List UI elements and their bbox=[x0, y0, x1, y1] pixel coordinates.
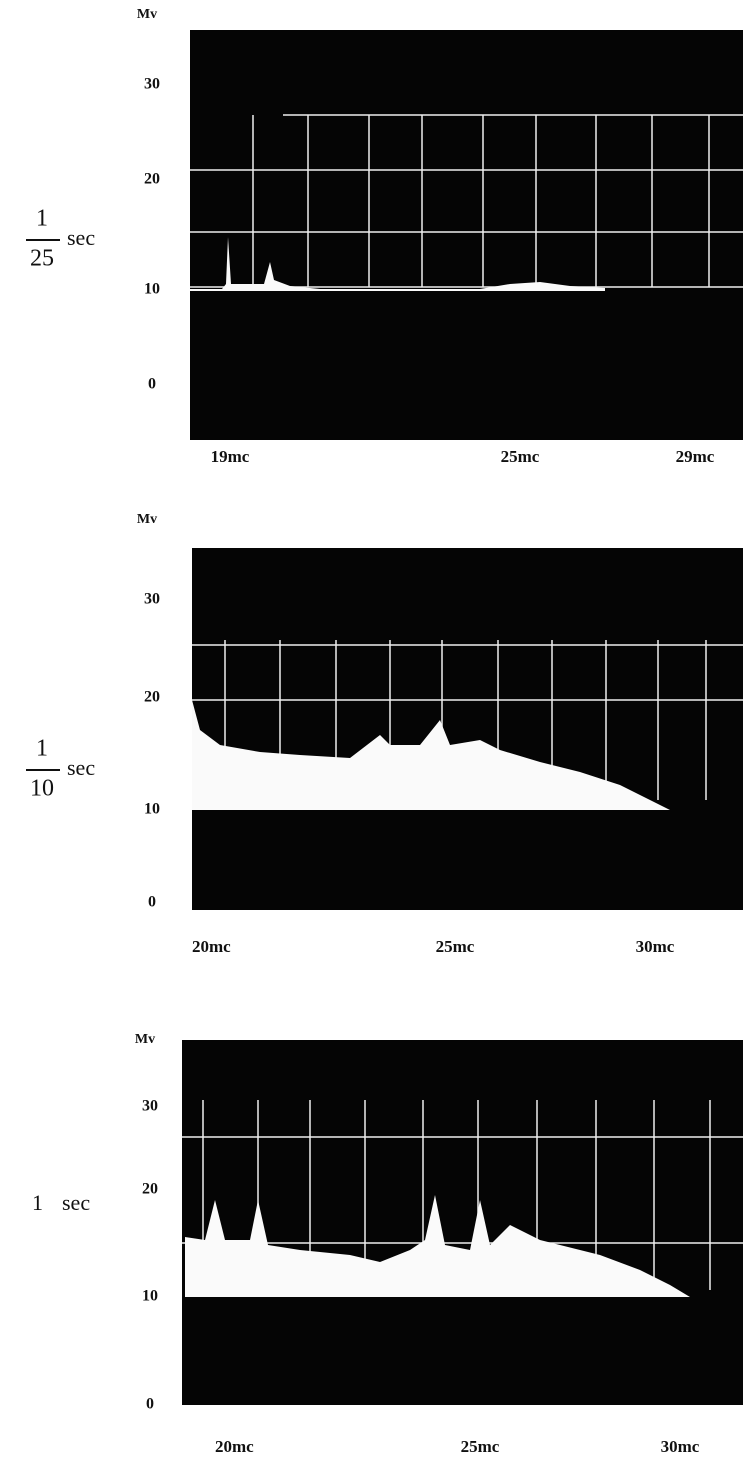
exposure-numerator: 1 bbox=[36, 736, 48, 762]
x-tick-label: 30mc bbox=[661, 1437, 700, 1456]
y-tick-label: 20 bbox=[142, 1181, 158, 1198]
x-tick-label: 25mc bbox=[436, 937, 475, 956]
x-tick-label: 20mc bbox=[215, 1437, 254, 1456]
unit-label: Mv bbox=[135, 1032, 155, 1047]
y-tick-label: 0 bbox=[146, 1396, 154, 1413]
exposure-denominator: 25 bbox=[30, 246, 54, 272]
y-tick-label: 10 bbox=[144, 281, 160, 298]
y-tick-label: 10 bbox=[142, 1288, 158, 1305]
trace bbox=[185, 1195, 690, 1297]
unit-label: Mv bbox=[137, 7, 157, 22]
screen bbox=[192, 548, 743, 910]
x-tick-label: 19mc bbox=[211, 447, 250, 466]
exposure-unit: sec bbox=[62, 1190, 90, 1215]
exposure-unit: sec bbox=[67, 755, 95, 780]
x-tick-label: 20mc bbox=[192, 937, 231, 956]
y-tick-label: 0 bbox=[148, 376, 156, 393]
x-tick-label: 29mc bbox=[676, 447, 715, 466]
y-tick-label: 0 bbox=[148, 894, 156, 911]
y-tick-label: 30 bbox=[144, 591, 160, 608]
trace bbox=[190, 237, 605, 291]
y-tick-label: 20 bbox=[144, 171, 160, 188]
y-tick-label: 20 bbox=[144, 689, 160, 706]
trace bbox=[192, 700, 670, 810]
screen bbox=[182, 1040, 743, 1405]
screen bbox=[190, 30, 743, 440]
x-tick-label: 25mc bbox=[501, 447, 540, 466]
x-tick-label: 30mc bbox=[636, 937, 675, 956]
exposure-unit: sec bbox=[67, 225, 95, 250]
unit-label: Mv bbox=[137, 512, 157, 527]
exposure-numerator: 1 bbox=[36, 206, 48, 232]
exposure-denominator: 10 bbox=[30, 776, 54, 802]
y-tick-label: 30 bbox=[144, 76, 160, 93]
y-tick-label: 30 bbox=[142, 1098, 158, 1115]
x-tick-label: 25mc bbox=[461, 1437, 500, 1456]
exposure-value: 1 bbox=[32, 1190, 43, 1215]
y-tick-label: 10 bbox=[144, 801, 160, 818]
